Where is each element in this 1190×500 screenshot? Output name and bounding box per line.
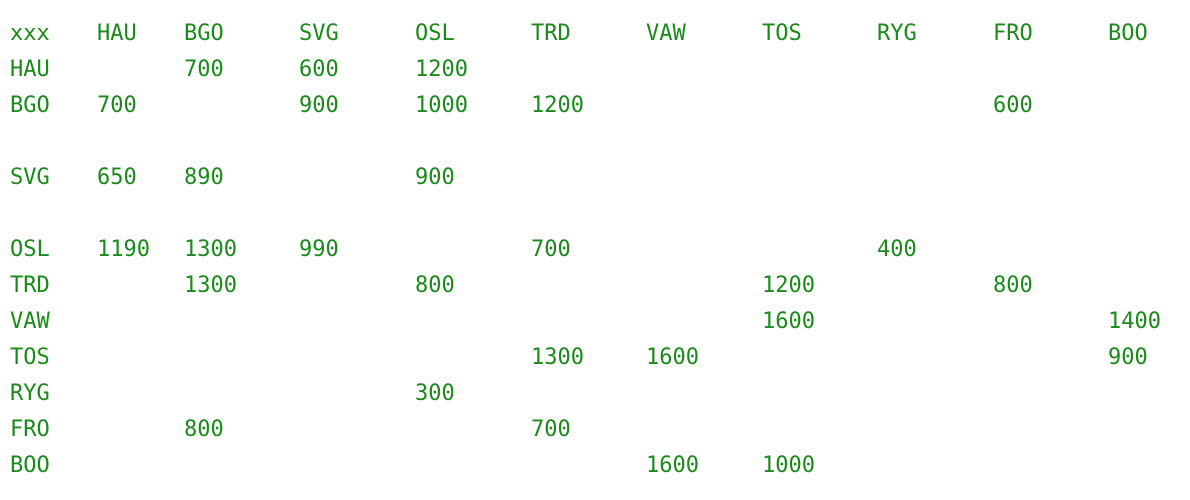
matrix-row: TOS 1300 1600 900 bbox=[0, 340, 1190, 376]
matrix-cell: 900 bbox=[299, 93, 339, 118]
matrix-cell: 900 bbox=[1108, 345, 1148, 370]
matrix-cell: 1200 bbox=[531, 93, 584, 118]
matrix-row: HAU 700 600 1200 bbox=[0, 52, 1190, 88]
matrix-cell: 650 bbox=[97, 165, 137, 190]
matrix-cell: TOS bbox=[762, 21, 802, 46]
matrix-row: BGO 700 900 1000 1200 600 bbox=[0, 88, 1190, 124]
matrix-row: FRO 800 700 bbox=[0, 412, 1190, 448]
matrix-cell: VAW bbox=[646, 21, 686, 46]
row-label: RYG bbox=[10, 381, 50, 406]
matrix-row: RYG 300 bbox=[0, 376, 1190, 412]
matrix-cell: 700 bbox=[531, 417, 571, 442]
row-label: BOO bbox=[10, 453, 50, 478]
matrix-cell: 300 bbox=[415, 381, 455, 406]
matrix-row: BOO 1600 1000 bbox=[0, 448, 1190, 484]
matrix-row: TRD 1300 800 1200 800 bbox=[0, 268, 1190, 304]
matrix-cell: 1000 bbox=[415, 93, 468, 118]
matrix-cell: 1600 bbox=[646, 345, 699, 370]
matrix-cell: 1200 bbox=[415, 57, 468, 82]
matrix-cell: 800 bbox=[993, 273, 1033, 298]
matrix-cell: 900 bbox=[415, 165, 455, 190]
matrix-cell: BOO bbox=[1108, 21, 1148, 46]
blank-row bbox=[0, 124, 1190, 160]
matrix-cell: 1000 bbox=[762, 453, 815, 478]
row-label: FRO bbox=[10, 417, 50, 442]
row-label: TRD bbox=[10, 273, 50, 298]
matrix-cell: HAU bbox=[97, 21, 137, 46]
matrix-cell: 600 bbox=[993, 93, 1033, 118]
matrix-row: SVG 650 890 900 bbox=[0, 160, 1190, 196]
row-label: HAU bbox=[10, 57, 50, 82]
matrix-cell: 1600 bbox=[762, 309, 815, 334]
matrix-cell: 600 bbox=[299, 57, 339, 82]
matrix-cell: 1600 bbox=[646, 453, 699, 478]
matrix-cell: 1300 bbox=[531, 345, 584, 370]
matrix-cell: 700 bbox=[97, 93, 137, 118]
matrix-cell: 990 bbox=[299, 237, 339, 262]
row-label: BGO bbox=[10, 93, 50, 118]
row-label: VAW bbox=[10, 309, 50, 334]
matrix-row: OSL 1190 1300 990 700 400 bbox=[0, 232, 1190, 268]
matrix-cell: 1300 bbox=[184, 237, 237, 262]
matrix-cell: 1300 bbox=[184, 273, 237, 298]
row-label: OSL bbox=[10, 237, 50, 262]
matrix-cell: 890 bbox=[184, 165, 224, 190]
row-label: SVG bbox=[10, 165, 50, 190]
matrix-cell: 1200 bbox=[762, 273, 815, 298]
matrix-cell: 700 bbox=[531, 237, 571, 262]
row-label: TOS bbox=[10, 345, 50, 370]
matrix-cell: 800 bbox=[415, 273, 455, 298]
matrix-cell: RYG bbox=[877, 21, 917, 46]
row-label: xxx bbox=[10, 21, 50, 46]
matrix-cell: FRO bbox=[993, 21, 1033, 46]
blank-row bbox=[0, 196, 1190, 232]
matrix-cell: 400 bbox=[877, 237, 917, 262]
matrix-cell: BGO bbox=[184, 21, 224, 46]
matrix-cell: 800 bbox=[184, 417, 224, 442]
header-row: xxx HAU BGO SVG OSL TRD VAW TOS RYG FRO BOO bbox=[0, 16, 1190, 52]
matrix-cell: OSL bbox=[415, 21, 455, 46]
matrix-cell: TRD bbox=[531, 21, 571, 46]
matrix-cell: 1400 bbox=[1108, 309, 1161, 334]
matrix-row: VAW 1600 1400 bbox=[0, 304, 1190, 340]
matrix-cell: SVG bbox=[299, 21, 339, 46]
matrix-cell: 700 bbox=[184, 57, 224, 82]
matrix-cell: 1190 bbox=[97, 237, 150, 262]
